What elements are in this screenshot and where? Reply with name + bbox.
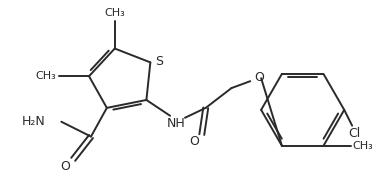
Text: NH: NH (167, 117, 186, 130)
Text: O: O (189, 135, 199, 148)
Text: CH₃: CH₃ (104, 8, 125, 18)
Text: H₂N: H₂N (22, 115, 46, 128)
Text: CH₃: CH₃ (353, 141, 373, 151)
Text: Cl: Cl (348, 127, 360, 140)
Text: CH₃: CH₃ (35, 71, 56, 81)
Text: S: S (155, 55, 163, 68)
Text: O: O (60, 160, 70, 173)
Text: O: O (254, 71, 264, 84)
